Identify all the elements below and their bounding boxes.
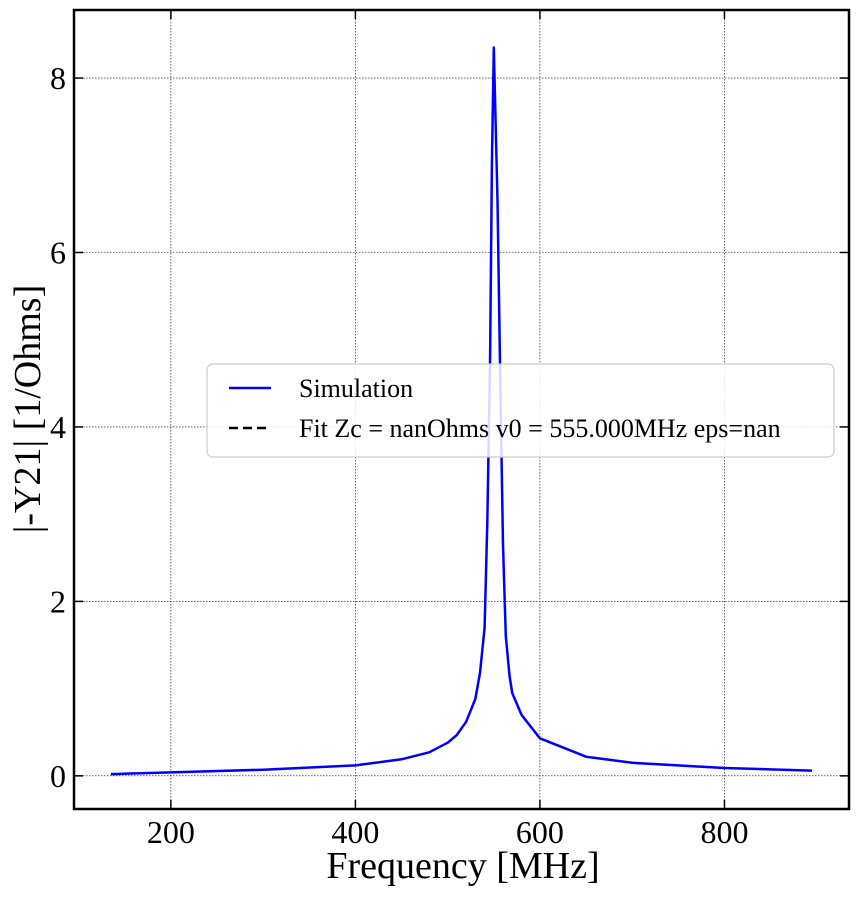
plot-frame	[72, 8, 851, 811]
y-tick-label: 6	[50, 234, 66, 270]
legend: Simulation Fit Zc = nanOhms v0 = 555.000…	[206, 363, 835, 458]
x-tick-label: 600	[516, 814, 564, 850]
y-tick-label: 8	[50, 60, 66, 96]
legend-box	[206, 363, 835, 458]
tick-labels: 200 400 600 800 0 2 4 6 8	[50, 60, 748, 850]
x-tick-label: 400	[331, 814, 379, 850]
y-tick-label: 2	[50, 583, 66, 619]
series-layer	[110, 46, 813, 776]
x-axis-label: Frequency [MHz]	[326, 845, 599, 887]
series-line-simulation	[110, 46, 813, 776]
x-tick-label: 200	[147, 814, 195, 850]
legend-label-fit: Fit Zc = nanOhms v0 = 555.000MHz eps=nan	[299, 414, 781, 443]
y-tick-label: 0	[50, 758, 66, 794]
ticks	[74, 10, 849, 809]
y-axis-label: |-Y21| [1/Ohms]	[7, 285, 49, 533]
legend-label-simulation: Simulation	[299, 374, 413, 403]
y-tick-label: 4	[50, 409, 66, 445]
x-tick-label: 800	[700, 814, 748, 850]
